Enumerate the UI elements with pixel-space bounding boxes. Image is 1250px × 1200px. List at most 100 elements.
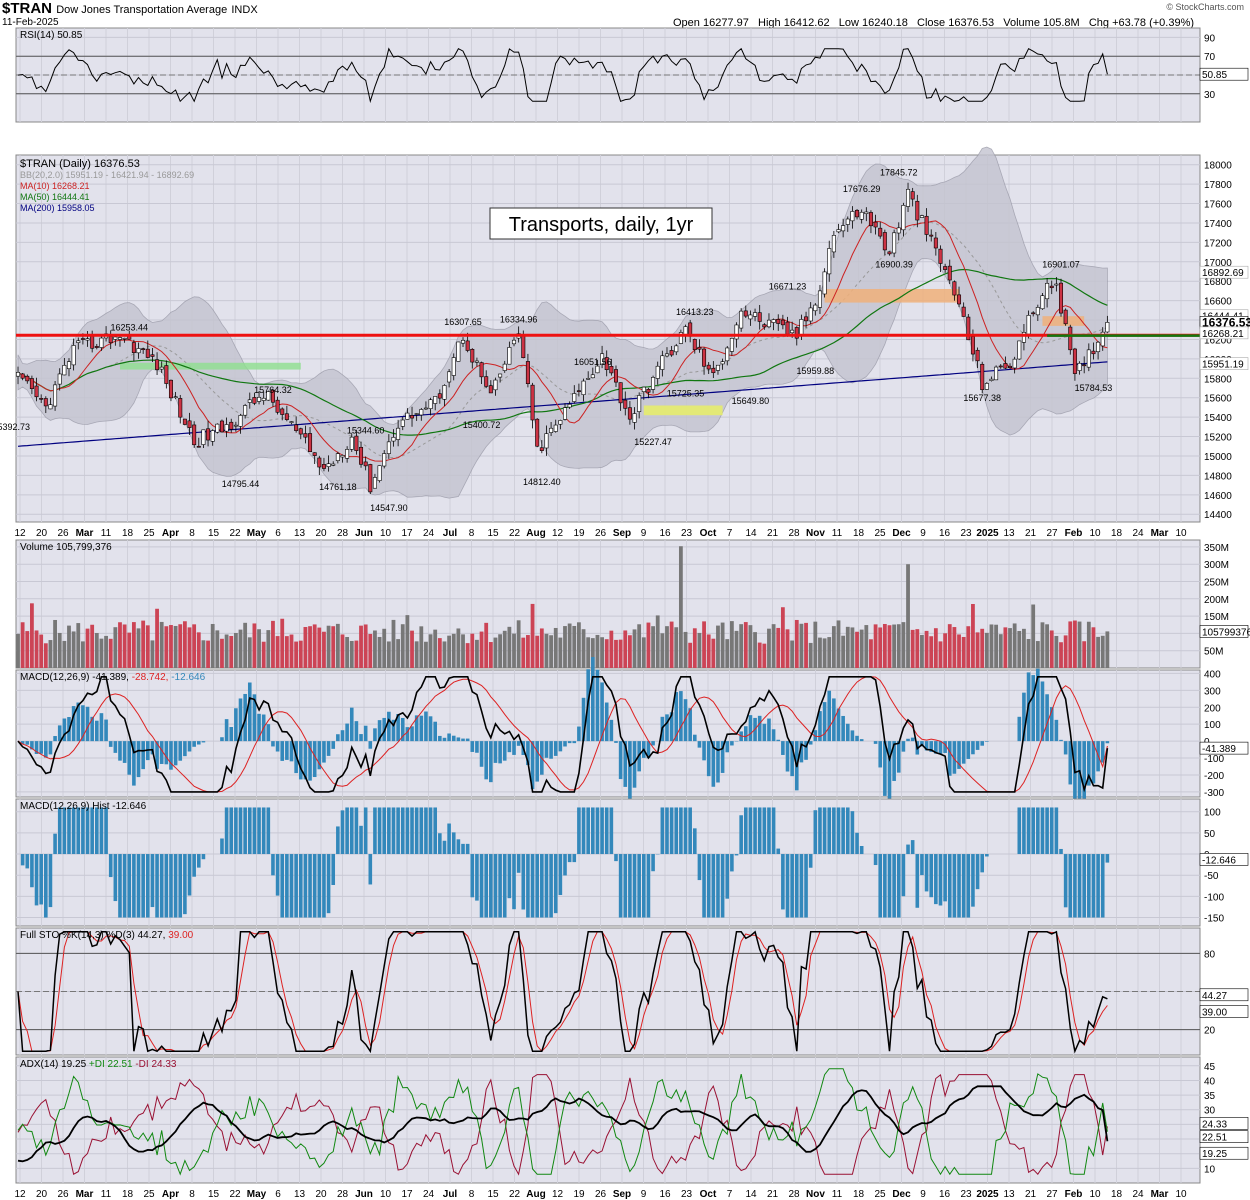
price-x-tick-18: 17 xyxy=(401,528,413,539)
hist-bar xyxy=(609,807,614,855)
price-x-tick-10: 22 xyxy=(229,528,241,539)
hist-bar xyxy=(359,825,363,855)
volume-bar xyxy=(252,623,257,668)
candle-body xyxy=(525,361,530,384)
hist-bar xyxy=(716,854,720,918)
volume-bar xyxy=(261,641,266,668)
macd-hist-bar xyxy=(651,741,655,746)
macd-hist-bar xyxy=(57,725,62,742)
macd-hist-bar xyxy=(183,741,187,757)
hist-bar xyxy=(929,854,934,898)
hist-bar xyxy=(173,854,178,918)
candle-body xyxy=(1091,350,1096,355)
volume-tick-label-0: 350M xyxy=(1204,543,1229,554)
macd-hist-bar xyxy=(702,741,706,761)
candle-body xyxy=(48,404,53,410)
macd-hist-bar xyxy=(479,741,484,767)
volume-bar xyxy=(1105,631,1110,668)
candle-body xyxy=(817,290,822,308)
volume-bar xyxy=(275,636,280,668)
macd-hist-bar xyxy=(122,741,127,763)
volume-bar xyxy=(526,635,530,668)
hist-bar xyxy=(845,807,850,855)
hist-bar xyxy=(484,854,488,918)
candle-body xyxy=(1096,341,1101,353)
volume-bar xyxy=(535,635,540,668)
candle-body xyxy=(433,396,438,404)
candle-body xyxy=(827,248,832,275)
rsi-tick-label-0: 90 xyxy=(1204,33,1216,44)
macd-hist-bar xyxy=(762,723,767,742)
candle-body xyxy=(317,457,322,468)
volume-bar xyxy=(173,625,178,668)
candle-body xyxy=(1012,358,1017,369)
volume-bar xyxy=(461,634,465,668)
volume-bar xyxy=(915,629,920,668)
volume-bar xyxy=(882,623,887,668)
candle-body xyxy=(182,418,187,425)
price-right-label-3: 16268.21 xyxy=(1202,329,1244,340)
adx-tick-label-3: 30 xyxy=(1204,1106,1216,1117)
hist-bar xyxy=(298,854,303,918)
candle-body xyxy=(391,437,396,442)
volume-bar xyxy=(187,627,192,668)
price-x-tick-11: May xyxy=(247,528,267,539)
hist-bar xyxy=(62,807,67,855)
volume-bar xyxy=(984,632,989,668)
macd-hist-bar xyxy=(757,715,762,742)
candle-body xyxy=(998,365,1003,368)
macd-hist-bar xyxy=(669,712,674,742)
candle-body xyxy=(178,398,183,418)
volume-bar xyxy=(359,625,363,668)
macd-hist-bar xyxy=(845,723,850,742)
volume-bar xyxy=(502,630,507,668)
candle-body xyxy=(298,428,303,435)
candle-body xyxy=(804,316,809,322)
macd-hist-bar xyxy=(535,741,539,782)
macd-hist-bar xyxy=(855,735,859,742)
macd-hist-bar xyxy=(827,690,832,742)
hist-bar xyxy=(289,854,294,918)
macd-hist-tick-label-0: 100 xyxy=(1204,808,1221,819)
price-annotation-8: 16334.96 xyxy=(500,314,538,324)
candle-body xyxy=(743,310,748,317)
candle-body xyxy=(1059,282,1064,314)
hist-bar xyxy=(521,854,526,910)
price-annotation-1: 16253.44 xyxy=(110,322,148,332)
hist-bar xyxy=(229,807,234,855)
volume-bar xyxy=(697,632,702,668)
hist-bar xyxy=(985,854,989,857)
candle-body xyxy=(493,379,498,391)
price-annotation-0: 15392.73 xyxy=(0,422,30,432)
hist-bar xyxy=(530,854,535,918)
macd-hist-bar xyxy=(354,721,359,742)
rsi-line xyxy=(17,47,1108,104)
orange-zone-1 xyxy=(824,288,960,303)
hist-bar xyxy=(377,807,382,855)
macd-hist-bar xyxy=(934,741,938,754)
bottom-x-tick-51: 18 xyxy=(1111,1189,1123,1200)
candle-body xyxy=(108,336,113,344)
hist-bar xyxy=(155,854,159,918)
candle-body xyxy=(261,397,266,401)
macd-tick-label-5: -100 xyxy=(1204,754,1224,765)
bottom-x-tick-8: 8 xyxy=(189,1189,195,1200)
price-x-tick-41: Dec xyxy=(892,528,911,539)
bottom-x-tick-35: 21 xyxy=(767,1189,779,1200)
macd-hist-bar xyxy=(104,719,108,742)
macd-hist-value-box xyxy=(1199,853,1249,866)
candle-body xyxy=(488,385,493,394)
candle-body xyxy=(257,396,262,402)
volume-bar xyxy=(627,635,632,668)
candle-body xyxy=(1105,322,1110,333)
volume-bar xyxy=(669,621,674,668)
volume-bar xyxy=(957,634,961,668)
hist-bar xyxy=(294,854,298,918)
hist-bar xyxy=(526,854,530,918)
hist-bar xyxy=(507,854,512,899)
hist-bar xyxy=(1022,807,1026,855)
candle-body xyxy=(294,424,299,431)
candle-body xyxy=(641,386,646,393)
yellow-zone xyxy=(643,405,723,416)
macd-hist-bar xyxy=(405,727,410,742)
